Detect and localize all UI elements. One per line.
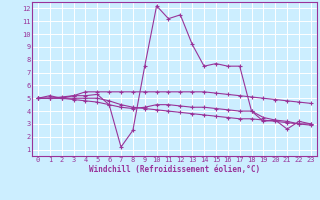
X-axis label: Windchill (Refroidissement éolien,°C): Windchill (Refroidissement éolien,°C) xyxy=(89,165,260,174)
